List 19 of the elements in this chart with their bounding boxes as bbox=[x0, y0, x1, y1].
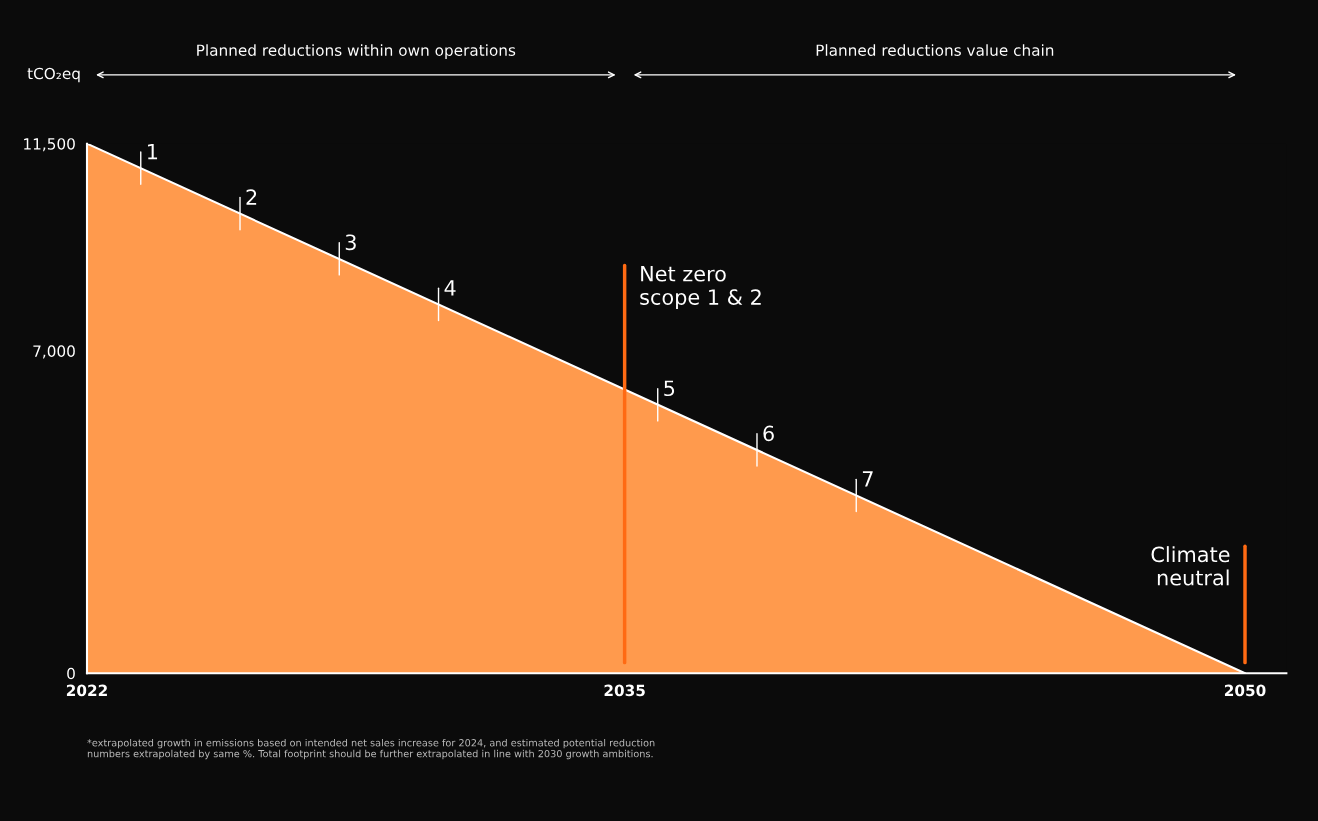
annotation: 1 bbox=[148, 143, 158, 160]
text: Planned reductions value chain bbox=[816, 44, 1054, 56]
text: Planned reductions within own operations bbox=[197, 44, 516, 59]
y-tick-label: 0 bbox=[67, 667, 75, 680]
y-axis-title: tCO₂eq bbox=[27, 67, 80, 83]
ref-line-label: Climate neutral bbox=[1151, 546, 1230, 586]
text: *extrapolated growth in emissions based on intended net sales increase for 2024, and estimated potential reduction numbers extrapolated by same %. Total footprint should be further extrapolated in line with 2030 growth ambitions. bbox=[87, 738, 655, 760]
ref-line-label: Net zero scope 1 & 2 bbox=[640, 266, 761, 309]
annotation: 5 bbox=[664, 380, 675, 397]
x-tick-label: 2050 bbox=[1224, 684, 1266, 697]
x-tick-label: 2035 bbox=[604, 684, 645, 697]
annotation: 7 bbox=[862, 471, 873, 487]
y-tick-label: 11,500 bbox=[24, 138, 75, 152]
annotation: 6 bbox=[763, 425, 774, 442]
x-tick-label: 2022 bbox=[66, 684, 107, 697]
annotation: 2 bbox=[246, 189, 257, 205]
annotation: 4 bbox=[444, 280, 456, 296]
annotation: 3 bbox=[345, 234, 356, 251]
y-tick-label: 7,000 bbox=[33, 345, 75, 359]
